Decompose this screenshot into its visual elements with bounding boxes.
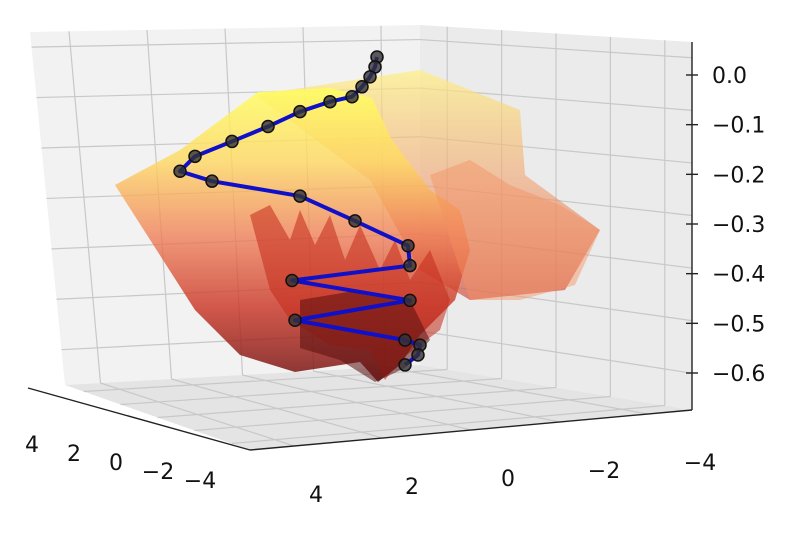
z-tick-label: −0.6 (712, 362, 765, 387)
y-axis: 4 2 0 −2 −4 (249, 409, 716, 508)
path-point (345, 89, 359, 104)
y-tick-label: 0 (501, 467, 515, 492)
path-point (403, 258, 417, 273)
path-point (398, 333, 412, 347)
path-markers (173, 50, 427, 372)
z-tick-label: −0.2 (712, 163, 765, 188)
path-point (363, 70, 377, 84)
surface-right-wing (430, 160, 600, 300)
z-tick-label: −0.5 (712, 312, 765, 337)
path-point (398, 358, 412, 372)
path-point (261, 119, 275, 134)
grid-line (231, 404, 665, 445)
y-tick-label: −2 (588, 459, 620, 484)
path-point (173, 164, 187, 178)
path-point (355, 80, 369, 94)
y-axis-line (249, 409, 693, 451)
path-point (348, 214, 362, 228)
x-tick-group: 4 2 0 −2 −4 (25, 433, 216, 494)
x-tick-label: 2 (67, 442, 81, 467)
path-point (288, 313, 302, 327)
grid-line (68, 31, 102, 384)
grid-line (313, 370, 560, 423)
path-point (403, 293, 417, 308)
path-point (188, 149, 202, 164)
x-tick-label: 0 (109, 451, 123, 476)
y-tick-label: −4 (684, 451, 716, 476)
path-point (293, 104, 307, 119)
surface (115, 70, 600, 382)
grid-line (384, 366, 648, 415)
path-point (205, 174, 219, 188)
y-tick-group: 4 2 0 −2 −4 (309, 451, 716, 508)
path-point (401, 238, 415, 253)
x-axis: 4 2 0 −2 −4 (25, 387, 251, 494)
y-tick-label: 2 (405, 475, 419, 500)
x-tick-label: 4 (25, 433, 39, 458)
path-point (411, 348, 425, 362)
x-tick-label: −4 (184, 469, 216, 494)
path-point (293, 189, 307, 203)
x-tick-label: −2 (142, 460, 174, 485)
z-tick-group: 0.0 −0.1 −0.2 −0.3 −0.4 −0.5 −0.6 (686, 64, 765, 387)
z-tick-label: −0.4 (712, 263, 765, 288)
grid-line (194, 395, 611, 432)
x-axis-line (27, 387, 251, 451)
optimization-path (173, 50, 427, 372)
z-tick-label: 0.0 (712, 64, 747, 89)
z-tick-label: −0.1 (712, 114, 765, 139)
path-point (225, 134, 239, 149)
z-tick-label: −0.3 (712, 213, 765, 238)
z-axis: 0.0 −0.1 −0.2 −0.3 −0.4 −0.5 −0.6 (686, 42, 765, 410)
grid-line (157, 386, 557, 419)
path-point (323, 94, 337, 109)
y-tick-label: 4 (309, 483, 323, 508)
path-point (285, 273, 299, 288)
